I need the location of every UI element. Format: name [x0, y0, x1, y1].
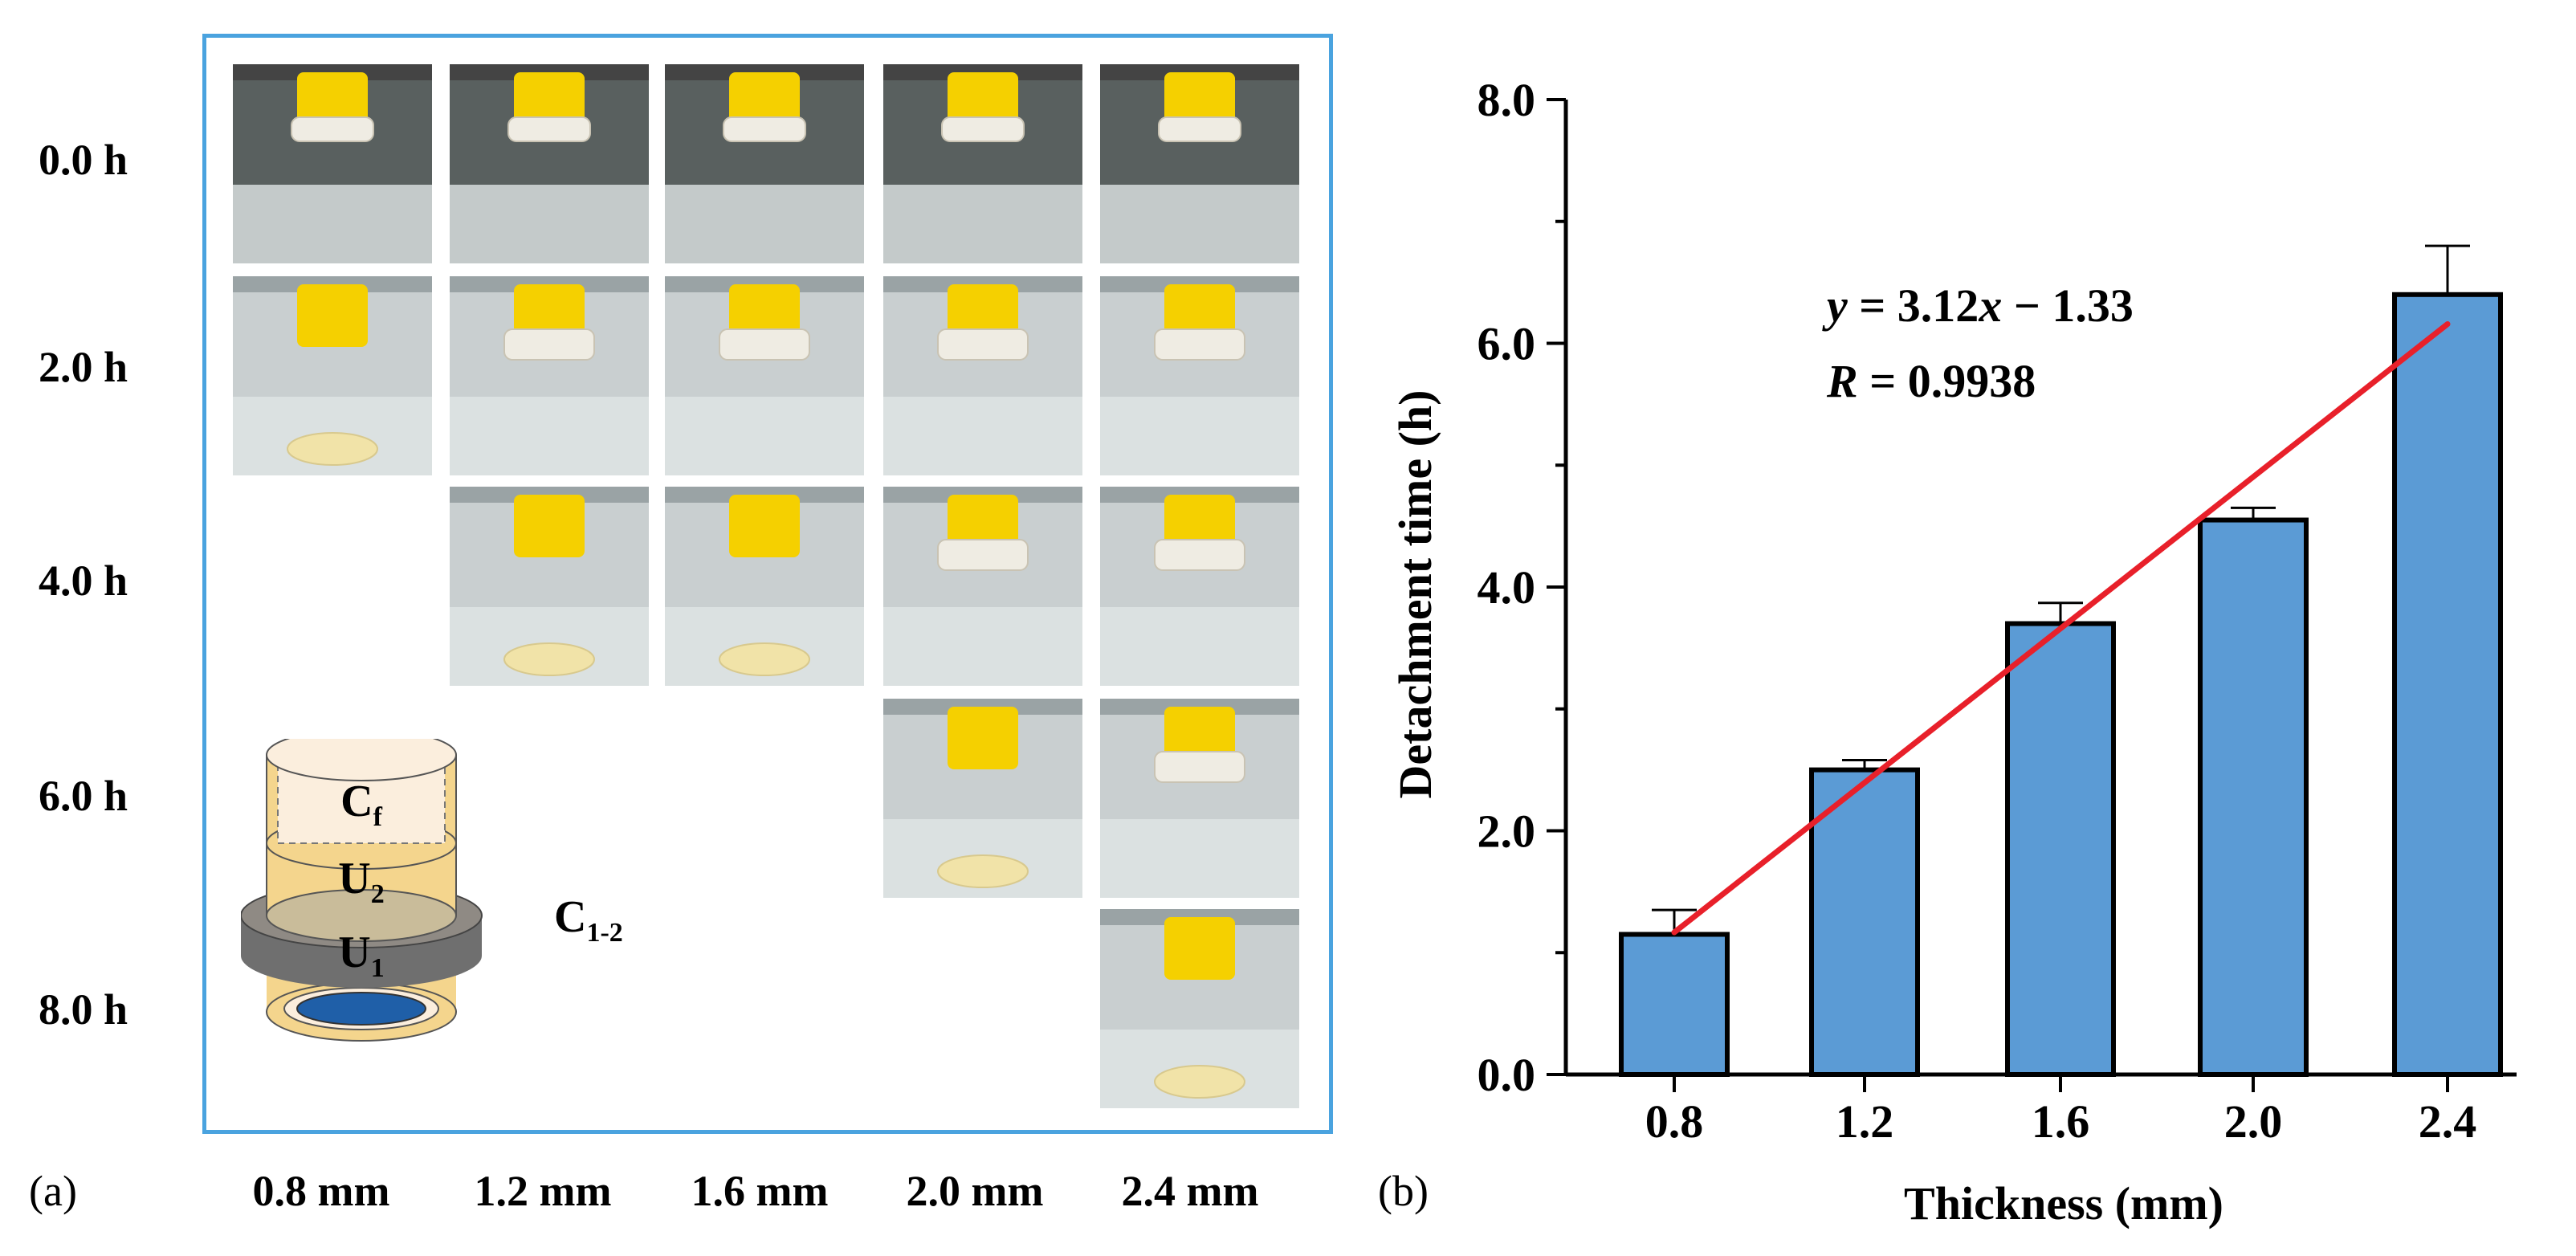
y-tick-label-4: 8.0	[1478, 74, 1536, 126]
layered-patch-schematic: Cf U2 U1 C1-2	[241, 739, 623, 1042]
row-label-0h: 0.0 h	[39, 136, 128, 184]
row-label-4h: 4.0 h	[39, 557, 128, 605]
yellow-holder	[948, 707, 1018, 769]
yellow-holder	[297, 284, 368, 347]
panel-a-label: (a)	[29, 1167, 77, 1215]
experiment-photo	[1100, 276, 1299, 475]
fit-line	[1671, 321, 2451, 936]
experiment-photo	[1100, 699, 1299, 898]
experiment-photo	[883, 64, 1082, 263]
x-tick-label-1.6: 1.6	[2032, 1095, 2090, 1148]
patch-ring	[507, 116, 591, 142]
experiment-photo	[450, 487, 649, 686]
experiment-photo	[450, 276, 649, 475]
experiment-photo	[233, 64, 432, 263]
experiment-photo	[233, 276, 432, 475]
row-label-2h: 2.0 h	[39, 343, 128, 391]
bar-0.8	[1619, 932, 1730, 1078]
patch-ring	[1154, 539, 1245, 571]
row-label-6h: 6.0 h	[39, 772, 128, 820]
x-tick-label-1.2: 1.2	[1836, 1095, 1894, 1148]
patch-ring	[503, 328, 595, 361]
experiment-photo	[883, 487, 1082, 686]
bar-2.4	[2392, 292, 2503, 1077]
bar-1.2	[1809, 767, 1920, 1077]
detached-patch	[1154, 1065, 1245, 1099]
patch-ring	[1154, 328, 1245, 361]
experiment-photo	[450, 64, 649, 263]
schematic-label-cf: Cf	[340, 777, 382, 832]
y-tick-label-1: 2.0	[1478, 805, 1536, 858]
patch-ring	[1158, 116, 1241, 142]
yellow-holder	[514, 495, 585, 557]
patch-ring	[291, 116, 374, 142]
patch-ring	[937, 539, 1029, 571]
col-label-1-2mm: 1.2 mm	[474, 1167, 612, 1215]
patch-ring	[1154, 751, 1245, 783]
y-tick-label-0: 0.0	[1478, 1049, 1536, 1101]
schematic-label-u2: U2	[338, 854, 384, 909]
col-label-2-4mm: 2.4 mm	[1121, 1167, 1259, 1215]
experiment-photo	[665, 276, 864, 475]
detached-patch	[287, 432, 378, 466]
patch-ring	[941, 116, 1025, 142]
y-tick-label-2: 4.0	[1478, 561, 1536, 614]
col-label-0-8mm: 0.8 mm	[252, 1167, 390, 1215]
detached-patch	[503, 642, 595, 676]
yellow-holder	[729, 495, 800, 557]
schematic-cf-top	[266, 739, 457, 781]
detached-patch	[719, 642, 810, 676]
fit-equation: y = 3.12x − 1.33	[1822, 279, 2134, 332]
experiment-photo	[665, 487, 864, 686]
col-label-1-6mm: 1.6 mm	[691, 1167, 829, 1215]
x-tick-label-0.8: 0.8	[1645, 1095, 1704, 1148]
yellow-holder	[1164, 917, 1235, 980]
patch-ring	[719, 328, 810, 361]
bar-2.0	[2198, 517, 2309, 1077]
experiment-photo	[1100, 64, 1299, 263]
panel-a-frame	[202, 34, 1333, 1134]
patch-ring	[937, 328, 1029, 361]
fit-r-value: R = 0.9938	[1826, 355, 2036, 407]
x-axis-title: Thickness (mm)	[1904, 1177, 2223, 1229]
experiment-photo	[883, 699, 1082, 898]
experiment-photo	[1100, 487, 1299, 686]
experiment-photo	[1100, 909, 1299, 1108]
patch-ring	[723, 116, 806, 142]
x-tick-label-2.4: 2.4	[2419, 1095, 2477, 1148]
detached-patch	[937, 854, 1029, 888]
experiment-photo	[665, 64, 864, 263]
experiment-photo	[883, 276, 1082, 475]
bar-1.6	[2005, 621, 2116, 1077]
y-tick-label-3: 6.0	[1478, 318, 1536, 370]
y-axis-title: Detachment time (h)	[1389, 390, 1441, 799]
schematic-blue-base	[296, 992, 426, 1026]
schematic-label-u1: U1	[338, 928, 384, 983]
panel-b-label: (b)	[1378, 1167, 1429, 1215]
x-tick-label-2.0: 2.0	[2224, 1095, 2283, 1148]
col-label-2-0mm: 2.0 mm	[906, 1167, 1044, 1215]
row-label-8h: 8.0 h	[39, 985, 128, 1034]
schematic-label-c12: C1-2	[554, 892, 623, 948]
